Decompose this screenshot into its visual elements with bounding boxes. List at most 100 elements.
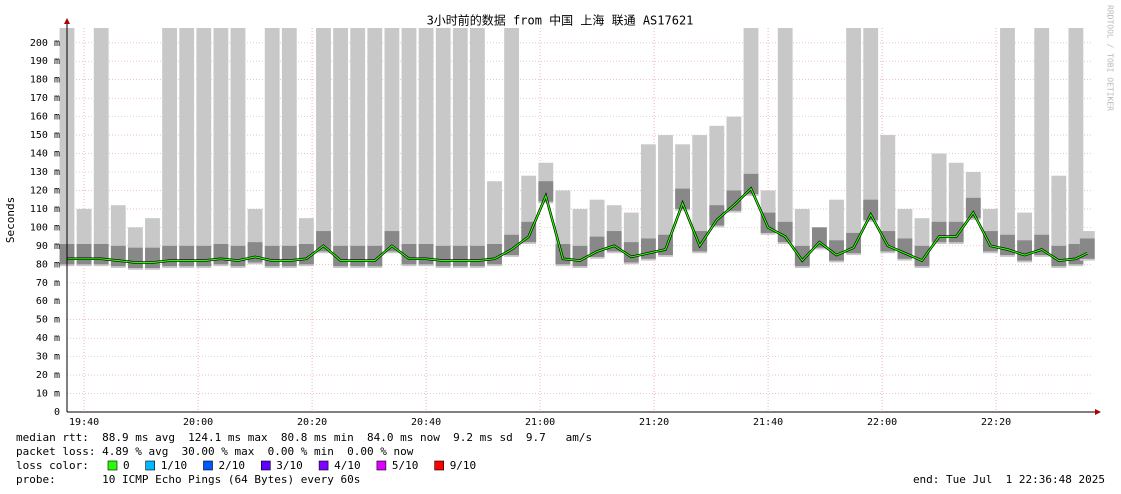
smoke-bar bbox=[196, 28, 212, 268]
smoke-bar bbox=[418, 28, 434, 267]
smoke-core bbox=[213, 244, 229, 265]
smoke-bar bbox=[316, 28, 331, 254]
smoke-core bbox=[196, 245, 212, 267]
loss-stats: packet loss: 4.89 % avg 30.00 % max 0.00… bbox=[16, 445, 414, 458]
smoke-bar bbox=[1034, 28, 1050, 257]
smoke-core bbox=[469, 245, 485, 267]
loss-color-name: 2/10 bbox=[219, 459, 246, 472]
smoke-bar bbox=[384, 28, 400, 254]
smoke-bar bbox=[658, 135, 673, 257]
smoke-core bbox=[709, 205, 725, 226]
smoke-core bbox=[384, 231, 400, 252]
loss-swatch bbox=[145, 460, 155, 471]
loss-color-name: 1/10 bbox=[161, 459, 188, 472]
x-tick-label: 20:40 bbox=[411, 417, 441, 428]
smoke-bar bbox=[846, 28, 862, 256]
y-tick-label: 50 m bbox=[36, 315, 60, 326]
smoke-core bbox=[538, 181, 554, 202]
loss-color-name: 9/10 bbox=[450, 459, 477, 472]
y-tick-label: 10 m bbox=[36, 389, 60, 400]
smoke-bar bbox=[230, 28, 246, 268]
smoke-core bbox=[162, 245, 178, 267]
smoke-core bbox=[640, 238, 656, 259]
watermark: RRDTOOL / TOBI OETIKER bbox=[1106, 5, 1115, 111]
smoke-bar bbox=[469, 28, 485, 268]
smoke-core bbox=[572, 245, 588, 267]
smoke-bar bbox=[743, 28, 759, 196]
arrow bbox=[1095, 409, 1101, 415]
smoke-bar bbox=[162, 28, 178, 268]
smoke-core bbox=[743, 173, 759, 195]
x-tick-label: 22:20 bbox=[981, 417, 1011, 428]
smoke-bar bbox=[350, 28, 366, 268]
loss-swatch bbox=[376, 460, 387, 471]
loss-color-label: loss color: bbox=[16, 459, 89, 472]
smoke-bar bbox=[880, 135, 896, 254]
smoke-core bbox=[93, 244, 109, 265]
loss-color-name: 3/10 bbox=[276, 459, 303, 472]
x-tick-label: 21:20 bbox=[639, 417, 669, 428]
smoke-core bbox=[1017, 240, 1033, 261]
smoke-core bbox=[589, 236, 605, 257]
y-tick-label: 30 m bbox=[36, 352, 60, 363]
smoke-core bbox=[350, 245, 366, 267]
smoke-core bbox=[230, 245, 246, 267]
smoke-bar bbox=[1068, 28, 1084, 267]
smoke-bar bbox=[931, 153, 947, 244]
y-tick-label: 90 m bbox=[36, 241, 60, 252]
y-tick-label: 130 m bbox=[30, 167, 60, 178]
smoke-bar bbox=[213, 28, 229, 267]
smoke-bar bbox=[401, 28, 417, 267]
smoke-bar bbox=[333, 28, 349, 268]
y-tick-label: 70 m bbox=[36, 278, 60, 289]
smoke-core bbox=[487, 244, 502, 265]
smoke-core bbox=[145, 247, 160, 268]
smoke-bar bbox=[179, 28, 195, 268]
smoke-bar bbox=[1051, 175, 1067, 268]
y-tick-label: 0 bbox=[54, 407, 60, 418]
loss-color-name: 5/10 bbox=[392, 459, 419, 472]
x-tick-label: 21:00 bbox=[525, 417, 555, 428]
smoke-core bbox=[76, 244, 92, 265]
y-tick-label: 80 m bbox=[36, 259, 60, 270]
y-tick-label: 170 m bbox=[30, 93, 60, 104]
y-tick-label: 140 m bbox=[30, 149, 60, 160]
smoke-core bbox=[726, 190, 742, 211]
smoke-core bbox=[504, 234, 520, 256]
smoke-core bbox=[863, 199, 879, 220]
y-tick-label: 190 m bbox=[30, 56, 60, 67]
smoke-bar bbox=[1000, 28, 1015, 257]
loss-color-name: 4/10 bbox=[334, 459, 361, 472]
y-tick-label: 110 m bbox=[30, 204, 60, 215]
smoke-bar bbox=[435, 28, 451, 268]
smoke-core bbox=[811, 227, 827, 248]
x-tick-label: 20:20 bbox=[297, 417, 327, 428]
smoke-core bbox=[965, 197, 981, 219]
smoke-bar bbox=[452, 28, 468, 268]
smoke-bar bbox=[640, 144, 656, 261]
arrow bbox=[64, 18, 70, 24]
y-tick-label: 120 m bbox=[30, 185, 60, 196]
y-tick-label: 160 m bbox=[30, 112, 60, 123]
y-tick-label: 60 m bbox=[36, 296, 60, 307]
smoke-core bbox=[452, 245, 468, 267]
loss-swatch bbox=[260, 460, 271, 471]
smoke-core bbox=[247, 242, 263, 263]
smoke-core bbox=[418, 244, 434, 265]
smoke-core bbox=[110, 245, 126, 267]
smoke-bar bbox=[692, 135, 708, 254]
smoke-core bbox=[931, 221, 947, 243]
smoke-bar bbox=[504, 28, 520, 257]
smoke-core bbox=[179, 245, 195, 267]
y-tick-label: 150 m bbox=[30, 130, 60, 141]
x-tick-label: 22:00 bbox=[867, 417, 897, 428]
y-axis-label: Seconds bbox=[4, 197, 17, 243]
y-tick-label: 180 m bbox=[30, 75, 60, 86]
smoke-bar bbox=[264, 28, 280, 268]
chart-title: 3小时前的数据 from 中国 上海 联通 AS17621 bbox=[427, 13, 694, 28]
loss-swatch bbox=[318, 460, 329, 471]
end-time: end: Tue Jul 1 22:36:48 2025 bbox=[913, 473, 1105, 486]
smoke-core bbox=[675, 188, 691, 209]
loss-color-name: 0 bbox=[123, 459, 130, 472]
y-tick-label: 100 m bbox=[30, 222, 60, 233]
